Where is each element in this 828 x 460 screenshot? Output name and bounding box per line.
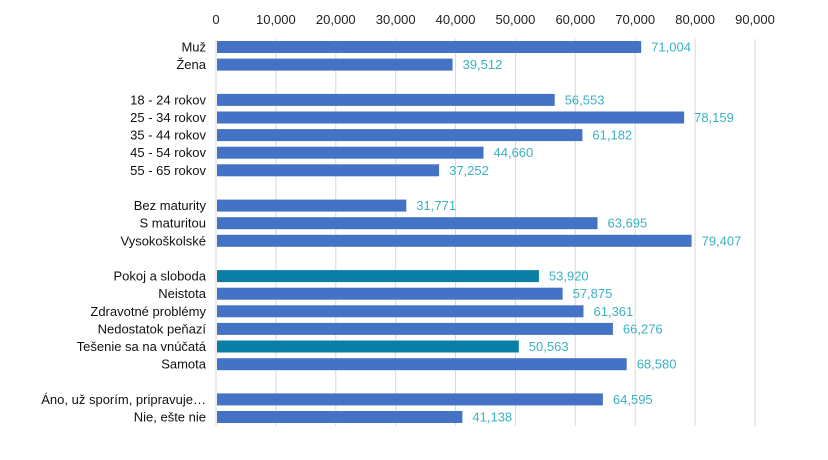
category-label: 45 - 54 rokov: [130, 145, 206, 160]
data-label: 61,361: [594, 304, 634, 319]
data-label: 66,276: [623, 321, 663, 336]
data-label: 37,252: [449, 163, 489, 178]
category-label: Neistota: [158, 286, 206, 301]
x-tick-label: 90,000: [735, 12, 775, 27]
bar: [217, 164, 440, 177]
x-tick-label: 70,000: [615, 12, 655, 27]
data-label: 31,771: [416, 198, 456, 213]
bar: [217, 270, 539, 283]
data-label: 50,563: [529, 339, 569, 354]
x-tick-label: 40,000: [436, 12, 476, 27]
category-label: 18 - 24 rokov: [130, 92, 206, 107]
data-label: 39,512: [463, 57, 503, 72]
data-label: 68,580: [637, 357, 677, 372]
category-label: S maturitou: [140, 216, 206, 231]
bar: [217, 111, 685, 124]
category-label: Tešenie sa na vnúčatá: [77, 339, 207, 354]
x-tick-label: 30,000: [376, 12, 416, 27]
category-label: Muž: [181, 40, 206, 55]
category-label: Vysokoškolské: [121, 233, 207, 248]
data-label: 78,159: [694, 110, 734, 125]
bar: [217, 234, 692, 247]
bar: [217, 41, 642, 53]
bar: [217, 393, 603, 406]
category-label: Pokoj a sloboda: [113, 269, 206, 284]
category-label: 55 - 65 rokov: [130, 163, 206, 178]
x-tick-label: 60,000: [555, 12, 595, 27]
x-tick-label: 0: [212, 12, 219, 27]
category-label: 25 - 34 rokov: [130, 110, 206, 125]
bar: [217, 287, 563, 300]
bar: [217, 305, 584, 318]
data-label: 56,553: [565, 92, 605, 107]
bar: [217, 340, 519, 353]
bar: [217, 411, 463, 423]
category-label: Áno, už sporím, pripravuje…: [41, 392, 206, 407]
category-labels: Muž Žena 18 - 24 rokov 25 - 34 rokov 35 - 44…: [41, 40, 206, 425]
bar: [217, 217, 598, 230]
data-label: 44,660: [494, 145, 534, 160]
bar: [217, 358, 627, 371]
category-label: Žena: [176, 57, 206, 72]
category-label: Nedostatok peňazí: [98, 321, 207, 336]
x-axis-ticks: 0 10,000 20,000 30,000 40,000 50,000 60,000 70,…: [212, 12, 775, 27]
data-label: 53,920: [549, 269, 589, 284]
data-label: 41,138: [472, 410, 512, 425]
category-label: Zdravotné problémy: [90, 304, 206, 319]
data-label: 57,875: [573, 286, 613, 301]
data-label: 71,004: [651, 40, 691, 55]
bar: [217, 199, 407, 212]
bar: [217, 93, 555, 106]
data-label: 79,407: [702, 233, 742, 248]
x-tick-label: 50,000: [496, 12, 536, 27]
category-label: Samota: [161, 357, 207, 372]
category-label: 35 - 44 rokov: [130, 128, 206, 143]
category-label: Bez maturity: [134, 198, 207, 213]
data-label: 63,695: [608, 216, 648, 231]
data-labels: 71,004 39,512 56,553 78,159 61,182 44,660 37,2…: [416, 40, 741, 425]
bars: [217, 41, 692, 423]
x-tick-label: 80,000: [675, 12, 715, 27]
bar: [217, 322, 613, 335]
category-label: Nie, ešte nie: [134, 410, 206, 425]
bar: [217, 129, 583, 142]
bar: [217, 146, 484, 159]
data-label: 64,595: [613, 392, 653, 407]
x-tick-label: 20,000: [316, 12, 356, 27]
x-tick-label: 10,000: [256, 12, 296, 27]
data-label: 61,182: [592, 128, 632, 143]
bar: [217, 58, 453, 71]
